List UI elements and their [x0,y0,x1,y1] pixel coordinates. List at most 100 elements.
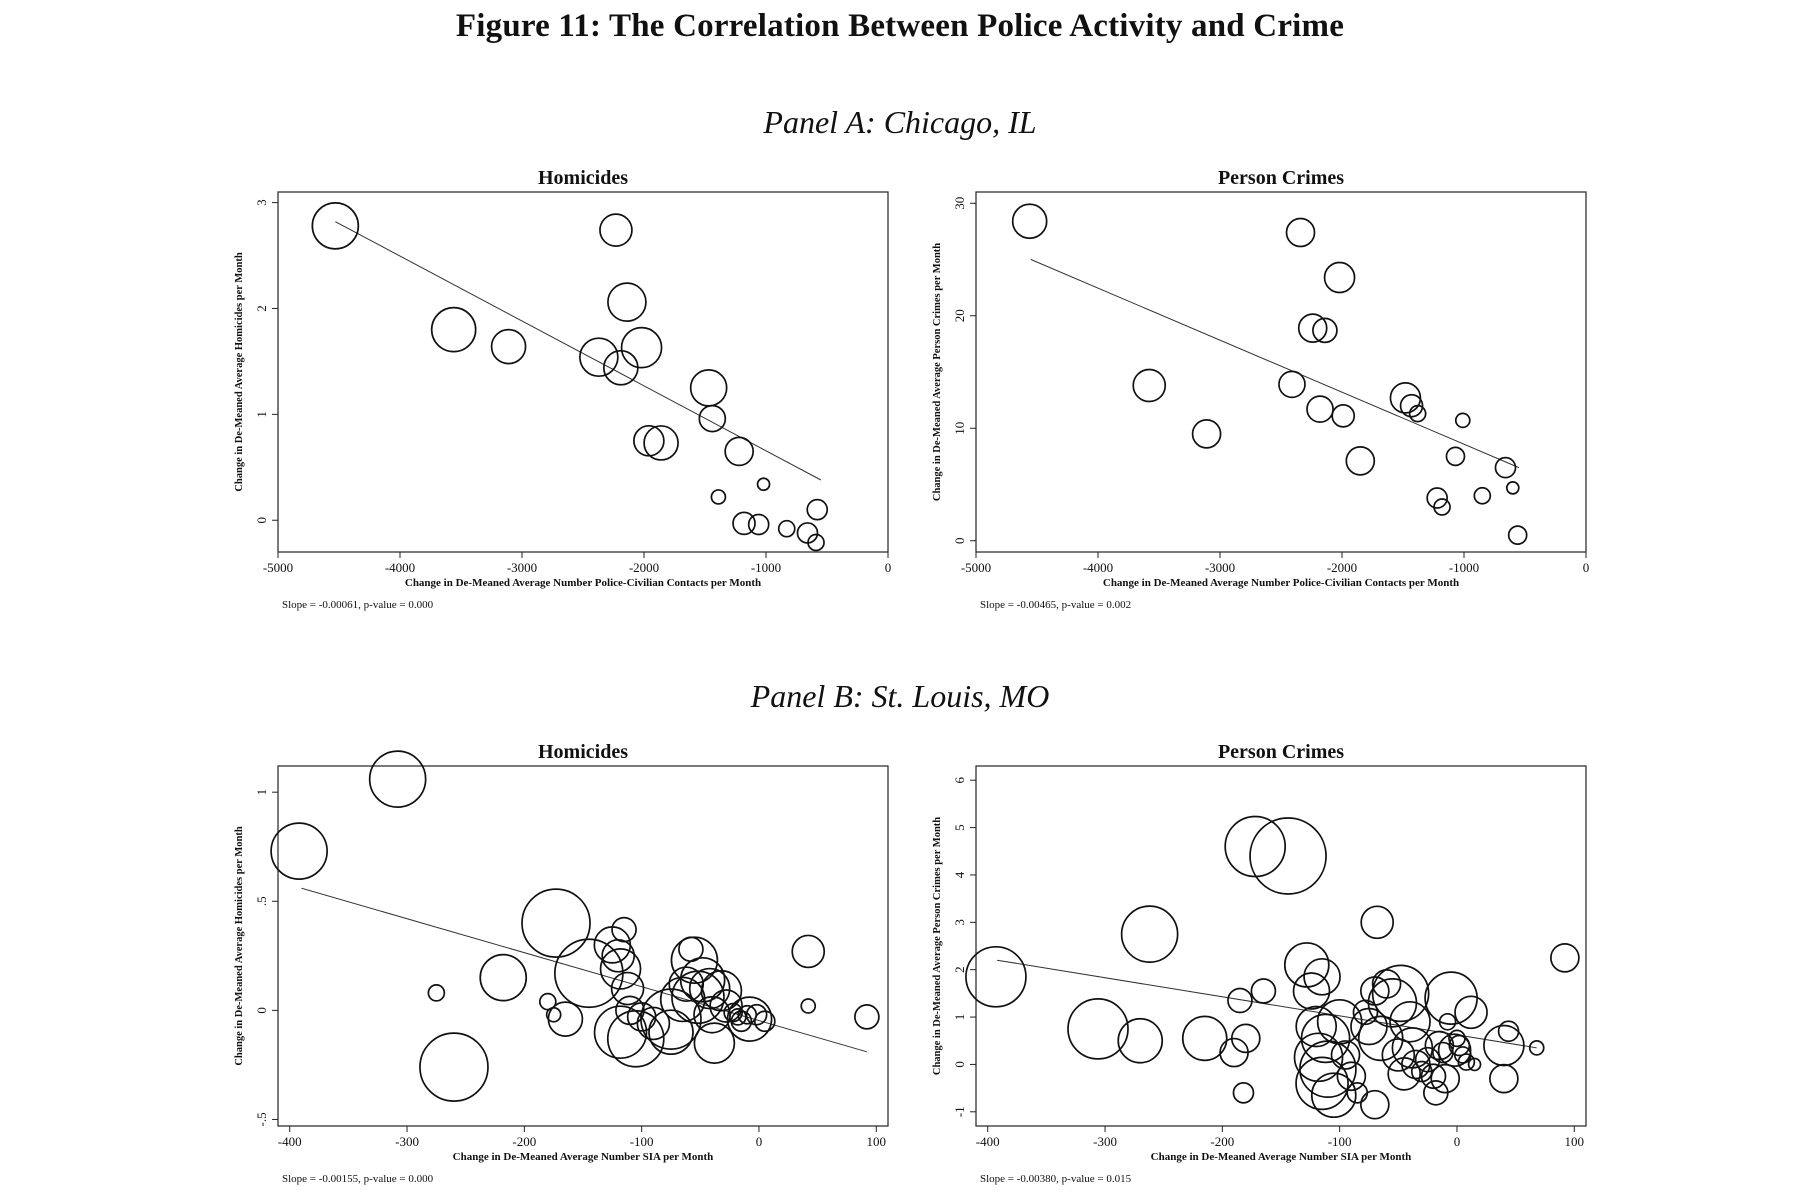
chart2-point [554,938,624,1009]
chart0-xtick-label: -4000 [385,560,415,575]
chart2-point [659,976,706,1023]
chart2-fit-line [301,887,868,1053]
chart2-point [368,750,427,808]
chart0-point [311,202,360,250]
chart1-point [1433,498,1451,516]
chart3-ytick-label: 1 [952,1014,967,1021]
chart2-xtick-label: 0 [756,1134,763,1149]
chart0-slope-note: Slope = -0.00061, p-value = 0.000 [282,599,434,611]
chart1-point [1445,446,1466,467]
chart2-point [730,1010,753,1033]
chart3-slope-note: Slope = -0.00380, p-value = 0.015 [980,1173,1132,1185]
chart0-xtick-label: -3000 [507,560,537,575]
chart1-title: Person Crimes [1218,167,1344,189]
chart2-point [800,998,817,1014]
chart3-point [1550,942,1580,973]
chart3-point [1230,1023,1261,1054]
chart1-point [1191,419,1222,449]
chart0-point [724,436,755,467]
chart3-point [1371,964,1430,1023]
chart1-ytick-label: 10 [952,422,967,435]
chart1-point [1132,368,1167,403]
chart3-point [1489,1063,1519,1094]
chart3-point [1316,998,1363,1045]
chart1-slope-note: Slope = -0.00465, p-value = 0.002 [980,599,1131,611]
chart3-point [1448,1029,1466,1048]
chart1-ylabel: Change in De-Meaned Average Person Crime… [932,243,943,501]
chart0-point [490,328,527,365]
chart1-ytick-label: 0 [952,538,967,545]
chart0-point [807,533,825,552]
chart2-xtick-label: -100 [630,1134,654,1149]
chart2-ytick-label: -.5 [254,1112,269,1126]
chart3-ytick-label: 2 [952,966,967,973]
chart3-xtick-label: 100 [1565,1134,1585,1149]
chart0-ytick-label: 0 [254,517,269,524]
chart0-point [698,404,727,433]
chart3-point [1359,1089,1390,1120]
chart0-point [599,213,633,247]
chart3-point [1330,1040,1361,1070]
chart3-point [1346,1081,1369,1104]
chart1-point [1331,404,1356,428]
chart3-point [1117,1017,1164,1064]
chart0-point [806,498,829,521]
chart2-point [728,1008,747,1026]
chart2-xtick-label: -300 [395,1134,419,1149]
chart0-point [756,477,771,492]
chart3-point [1250,978,1277,1004]
chart3-point [1389,1000,1431,1043]
chart1-point [1505,481,1520,495]
chart0-point [620,326,663,369]
chart2-point [270,822,328,880]
chart0-point [732,511,756,536]
chart1-point [1011,203,1048,240]
chart2-point [854,1004,880,1030]
chart0-point [607,282,647,322]
chart1-plot-frame [975,191,1587,553]
chart3-point [1457,1053,1476,1071]
chart2-point [636,1006,671,1041]
chart3-point [1420,1063,1447,1090]
chart1-xtick-label: -5000 [961,560,991,575]
chart3-point [1283,942,1330,988]
chart0-point [689,369,728,407]
chart1-point [1278,370,1306,399]
chart1-point [1399,393,1424,418]
chart3-point [1310,1072,1357,1119]
chart0-xlabel: Change in De-Meaned Average Number Polic… [405,577,761,589]
chart2-point [693,1022,736,1064]
chart0-ytick-label: 1 [254,411,269,418]
chart3-point [1448,1034,1471,1057]
chart1-xtick-label: -3000 [1205,560,1235,575]
chart2-point [753,1010,776,1033]
chart2-point [611,916,637,943]
chart2-point [606,1009,665,1068]
chart3-ytick-label: 0 [952,1061,967,1068]
chart1-xtick-label: -1000 [1449,560,1479,575]
chart0-point [747,513,770,536]
chart3-ytick-label: 4 [952,871,967,878]
chart3-point [1227,987,1253,1014]
chart1-point [1312,317,1338,344]
chart0-point [643,425,679,461]
chart3-point [1357,1015,1404,1062]
chart1-point [1323,261,1356,294]
chicago-person-crimes-chart: Person Crimes -5000 -4000 -3000 -2000 -1000 0 0… [932,167,1590,611]
chart0-point [777,519,796,538]
chart2-point [700,969,743,1012]
chart2-point [601,938,636,973]
panel-a-title: Panel A: Chicago, IL [763,104,1037,140]
chart0-ylabel: Change in De-Meaned Average Homicides pe… [234,252,245,491]
chart3-point [1224,815,1287,878]
chart2-point [745,1003,768,1026]
chart2-xlabel: Change in De-Meaned Average Number SIA p… [453,1151,714,1163]
chart2-point [709,989,743,1023]
chart2-point [791,934,826,969]
stlouis-homicides-chart: Homicides -400 -300 -200 -100 0 100 -.5 0 .5 1 Chan… [234,741,889,1185]
chart0-point [602,349,639,386]
chart1-point [1297,313,1328,343]
chart2-point [679,956,726,1003]
chart1-point [1285,217,1316,248]
chart1-xtick-label: 0 [1583,560,1590,575]
